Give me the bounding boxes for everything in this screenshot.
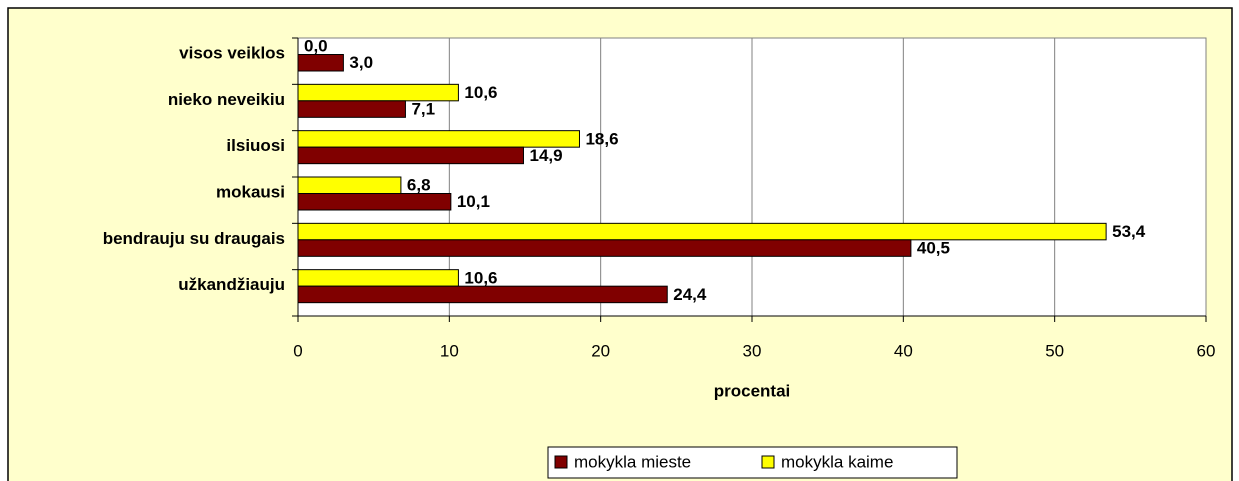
y-tick-label: nieko neveikiu	[168, 90, 285, 109]
legend-swatch	[554, 455, 568, 469]
x-tick-label: 0	[293, 341, 302, 360]
value-label: 53,4	[1112, 222, 1146, 241]
bar	[297, 54, 344, 72]
value-label: 18,6	[585, 129, 618, 148]
y-tick-label: bendrauju su draugais	[103, 229, 285, 248]
y-tick-label: ilsiuosi	[226, 136, 285, 155]
bar	[297, 222, 1107, 241]
bar	[297, 100, 406, 118]
bar	[297, 130, 580, 148]
x-tick-label: 10	[440, 341, 459, 360]
value-label: 10,6	[464, 83, 497, 102]
bar	[297, 193, 452, 211]
value-label: 10,6	[464, 268, 497, 287]
bar	[297, 285, 668, 304]
x-tick-label: 20	[591, 341, 610, 360]
y-tick-label: visos veiklos	[179, 43, 285, 62]
bar	[297, 269, 459, 287]
x-tick-label: 40	[894, 341, 913, 360]
value-label: 24,4	[673, 285, 707, 304]
value-label: 14,9	[529, 146, 562, 165]
legend-label: mokykla mieste	[574, 452, 691, 471]
bar	[297, 239, 912, 257]
x-axis-title: procentai	[714, 381, 791, 400]
value-label: 7,1	[411, 100, 435, 119]
x-tick-label: 30	[743, 341, 762, 360]
y-tick-label: mokausi	[216, 182, 285, 201]
y-tick-label: užkandžiauju	[178, 275, 285, 294]
bar	[297, 146, 524, 165]
value-label: 6,8	[407, 176, 431, 195]
x-tick-label: 50	[1045, 341, 1064, 360]
value-label: 0,0	[304, 37, 328, 56]
value-label: 10,1	[457, 192, 490, 211]
bar	[297, 176, 402, 194]
legend	[547, 446, 958, 479]
legend-swatch	[761, 455, 775, 469]
bar	[297, 83, 459, 102]
legend-label: mokykla kaime	[781, 452, 893, 471]
value-label: 3,0	[349, 53, 373, 72]
x-tick-label: 60	[1197, 341, 1216, 360]
value-label: 40,5	[917, 239, 950, 258]
